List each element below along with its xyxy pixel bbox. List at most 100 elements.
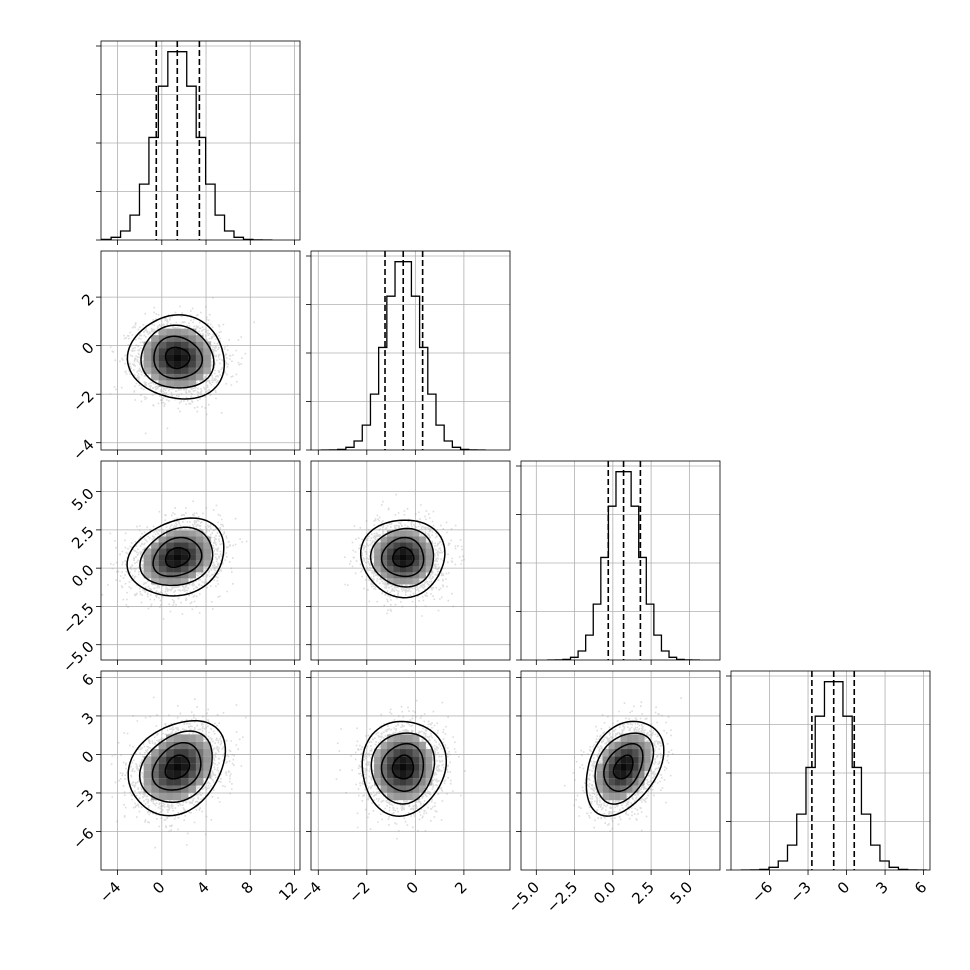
contour-level-4 [126, 517, 225, 597]
density-bins [374, 734, 433, 801]
density-bin [195, 734, 204, 742]
density-bin [158, 756, 167, 764]
x-tick-label: 0 [403, 878, 422, 897]
x-tick-label: 2 [451, 878, 470, 897]
density-bin [425, 756, 433, 764]
x-tick-label: 6 [911, 878, 930, 897]
density-bins [596, 734, 651, 801]
density-bin [158, 778, 167, 786]
density-bin [412, 785, 420, 793]
contour-level-4 [361, 720, 448, 817]
density-bin [412, 741, 420, 750]
density-bin [393, 542, 400, 549]
density-bin [158, 335, 167, 342]
density-bin [614, 778, 621, 786]
density-bin [614, 785, 621, 793]
density-bin [387, 778, 394, 786]
y-tick-label: 3 [78, 709, 97, 728]
contours [126, 314, 226, 400]
density-bin [399, 536, 407, 543]
density-bin [181, 578, 189, 585]
density-bin [203, 554, 211, 561]
density-bin [626, 778, 633, 786]
density-bin [158, 367, 167, 374]
density-bin [195, 335, 204, 342]
density-bin [387, 756, 394, 764]
density-bin [188, 341, 196, 349]
density-bin [614, 770, 621, 779]
density-bin [393, 530, 400, 537]
density-bin [188, 380, 196, 387]
density-bin [143, 548, 152, 555]
density-bin [166, 380, 174, 387]
contour-level-3 [140, 324, 215, 389]
density-bin [188, 354, 196, 362]
density-bin [406, 548, 413, 555]
density-bin [158, 354, 167, 362]
panel-3-3: −6 −3 0 3 6 [726, 670, 930, 906]
density-bin [602, 792, 609, 801]
density-bin [614, 763, 621, 771]
density-bin [203, 542, 211, 549]
density-bin [173, 530, 182, 537]
density-bin [638, 756, 645, 764]
density-bin [387, 734, 394, 742]
x-tick-label: 12 [275, 878, 301, 904]
density-bin [173, 341, 182, 349]
density-bin [188, 548, 196, 555]
contour-level-2 [152, 536, 203, 578]
density-bin [203, 770, 211, 779]
density-bin [399, 734, 407, 742]
density-bin [166, 554, 174, 561]
density-bin [181, 354, 189, 362]
density-bin [143, 354, 152, 362]
density-bin [412, 530, 420, 537]
x-tick-label: 8 [238, 878, 257, 897]
density-bin [387, 536, 394, 543]
density-bin [195, 566, 204, 573]
panel-frame [520, 460, 721, 661]
panel-0-0 [96, 40, 301, 245]
density-bin [188, 770, 196, 779]
density-bin [173, 536, 182, 543]
panel-3-1: −4 −2 0 2 [297, 670, 511, 906]
density-bin [166, 335, 174, 342]
density-bin [626, 734, 633, 742]
density-bin [399, 530, 407, 537]
density-bin [181, 763, 189, 771]
density-bin [399, 778, 407, 786]
density-bin [387, 554, 394, 561]
density-bin [188, 542, 196, 549]
density-bin [195, 770, 204, 779]
density-bin [188, 560, 196, 567]
density-bin [602, 763, 609, 771]
density-bin [151, 341, 159, 349]
density-bin [412, 770, 420, 779]
density-bin [166, 566, 174, 573]
density-bin [158, 328, 167, 336]
density-bin [419, 785, 426, 793]
density-bin [166, 734, 174, 742]
contours [359, 519, 446, 599]
density-bins [143, 530, 211, 585]
density-bin [151, 756, 159, 764]
contours [127, 719, 227, 817]
density-bin [638, 778, 645, 786]
density-bin [203, 560, 211, 567]
density-bin [181, 554, 189, 561]
density-bin [380, 560, 388, 567]
density-bin [380, 566, 388, 573]
density-bin [195, 530, 204, 537]
y-tick-label: 0 [78, 339, 97, 358]
density-bin [203, 361, 211, 368]
density-bin [188, 373, 196, 381]
panel-1-0: −4 −2 0 2 [69, 250, 301, 464]
contour-level-4 [585, 720, 665, 817]
density-bin [393, 566, 400, 573]
density-bin [173, 335, 182, 342]
panel-content [101, 500, 248, 620]
density-bin [181, 328, 189, 336]
density-bin [195, 341, 204, 349]
density-bin [173, 792, 182, 801]
panel-2-2 [516, 460, 721, 665]
